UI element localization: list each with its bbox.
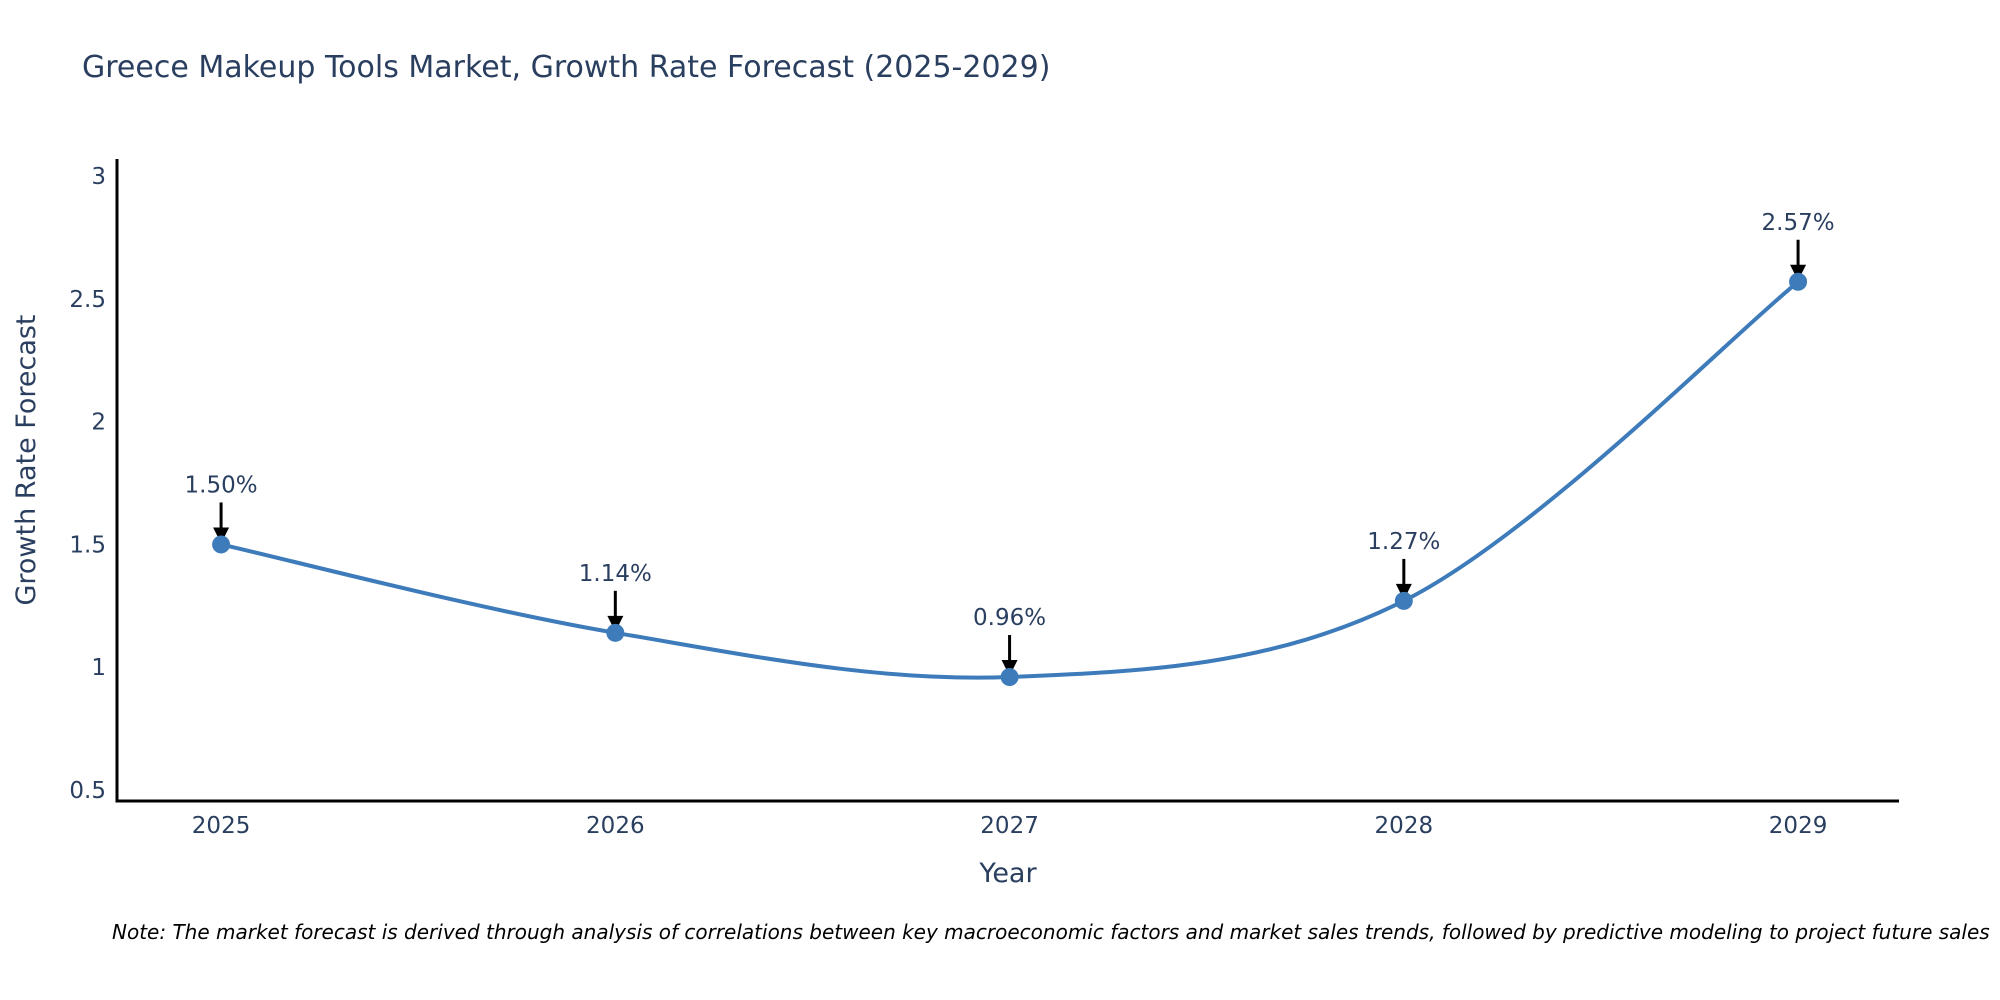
note-text: Note: The market forecast is derived thr… xyxy=(112,920,1990,944)
annotation-label: 1.27% xyxy=(1367,529,1440,555)
trend-line xyxy=(219,279,1801,680)
y-tick-label: 2 xyxy=(91,410,106,436)
data-point-2025[interactable] xyxy=(212,535,231,554)
y-tick-label: 3 xyxy=(91,164,106,190)
y-tick-label: 0.5 xyxy=(69,778,106,804)
x-axis-title: Year xyxy=(979,858,1037,889)
x-tick-label: 2026 xyxy=(586,813,645,839)
y-tick-label: 1 xyxy=(91,655,106,681)
x-tick-label: 2027 xyxy=(980,813,1039,839)
data-point-2028[interactable] xyxy=(1394,591,1413,610)
annotation-label: 0.96% xyxy=(973,605,1046,631)
y-tick-label: 2.5 xyxy=(69,287,106,313)
data-point-2029[interactable] xyxy=(1789,272,1808,291)
data-point-2027[interactable] xyxy=(1000,668,1019,687)
data-point-2026[interactable] xyxy=(606,623,625,642)
annotation-label: 1.50% xyxy=(185,472,258,498)
annotation-label: 2.57% xyxy=(1762,210,1835,236)
x-tick-label: 2028 xyxy=(1375,813,1434,839)
x-tick-label: 2025 xyxy=(192,813,251,839)
y-tick-label: 1.5 xyxy=(69,532,106,558)
annotation-label: 1.14% xyxy=(579,561,652,587)
chart-title: Greece Makeup Tools Market, Growth Rate … xyxy=(82,50,1051,85)
x-tick-label: 2029 xyxy=(1769,813,1828,839)
